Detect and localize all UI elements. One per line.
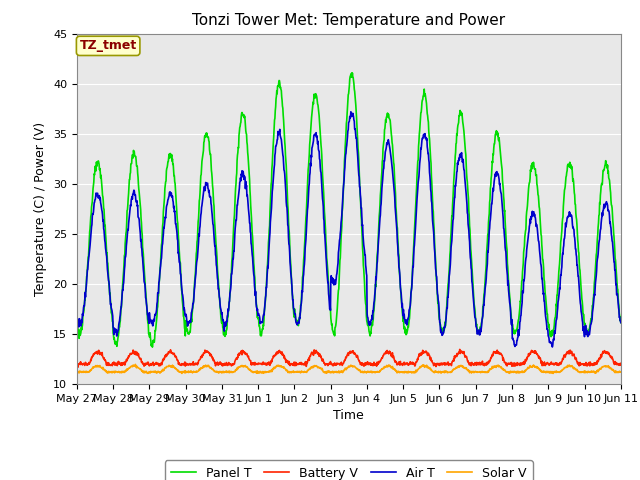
Battery V [505,360,513,366]
Panel T [505,282,513,288]
Solar V [73,370,81,375]
Air T [194,250,202,255]
Text: TZ_tmet: TZ_tmet [79,39,137,52]
Panel T [255,323,263,329]
Legend: Panel T, Battery V, Air T, Solar V: Panel T, Battery V, Air T, Solar V [165,460,532,480]
Battery V [74,364,82,370]
Solar V [255,370,263,376]
Air T [347,109,355,115]
Solar V [617,369,625,375]
Air T [255,311,262,316]
Battery V [617,362,625,368]
Air T [73,315,81,321]
Solar V [132,361,140,367]
Battery V [181,359,189,365]
Air T [553,315,561,321]
Battery V [434,361,442,367]
Air T [548,344,556,350]
Battery V [255,360,263,366]
Solar V [505,369,513,375]
Air T [617,320,625,325]
Panel T [195,218,202,224]
Panel T [617,320,625,325]
Y-axis label: Temperature (C) / Power (V): Temperature (C) / Power (V) [35,122,47,296]
Solar V [553,369,561,374]
Line: Solar V: Solar V [77,364,621,373]
Battery V [553,362,561,368]
Solar V [181,368,189,374]
X-axis label: Time: Time [333,409,364,422]
Air T [434,291,442,297]
Title: Tonzi Tower Met: Temperature and Power: Tonzi Tower Met: Temperature and Power [192,13,506,28]
Line: Panel T: Panel T [77,73,621,347]
Panel T [148,344,156,350]
Panel T [553,292,561,298]
Panel T [73,323,81,328]
Solar V [195,368,202,374]
Line: Air T: Air T [77,112,621,347]
Panel T [348,70,355,76]
Solar V [549,371,557,376]
Line: Battery V: Battery V [77,349,621,367]
Solar V [434,369,442,375]
Battery V [456,347,463,352]
Panel T [434,300,442,306]
Air T [180,307,188,313]
Battery V [195,360,202,366]
Battery V [73,361,81,367]
Panel T [181,327,189,333]
Air T [505,287,513,293]
